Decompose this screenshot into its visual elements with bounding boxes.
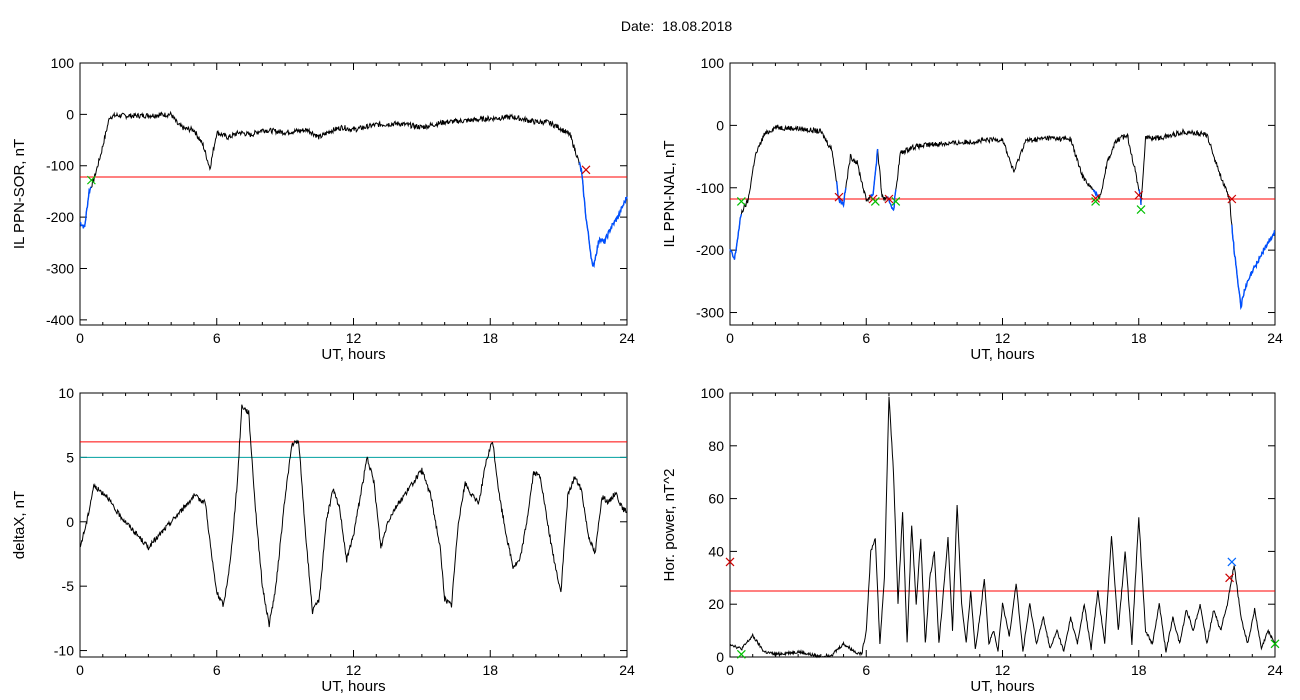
y-tick-label: 60 <box>708 491 724 507</box>
marker-red <box>1227 194 1237 204</box>
x-tick-label: 0 <box>76 330 84 346</box>
marker-green <box>1091 197 1101 206</box>
chart-panel-3: 0 6 12 18 24 -10 -5 0 5 10 UT, hours deltaX, nT <box>11 385 635 695</box>
marker-green <box>891 197 901 206</box>
y-tick-label: 0 <box>716 649 724 665</box>
x-axis-label: UT, hours <box>321 678 385 695</box>
series-line <box>79 110 628 268</box>
y-axis-label: deltaX, nT <box>11 491 28 559</box>
x-tick-label: 6 <box>862 330 870 346</box>
marker-red <box>725 557 735 567</box>
x-axis-label: UT, hours <box>321 346 385 363</box>
marker-red <box>1225 573 1235 583</box>
plot-frame <box>729 62 1276 326</box>
x-tick-label: 0 <box>76 662 84 678</box>
x-tick-label: 12 <box>346 662 362 678</box>
x-axis-label: UT, hours <box>970 346 1034 363</box>
series-line <box>729 124 1276 310</box>
highlight-segment <box>1092 189 1099 198</box>
x-tick-label: 18 <box>482 330 498 346</box>
x-tick-label: 18 <box>482 662 498 678</box>
x-tick-label: 6 <box>213 330 221 346</box>
x-tick-label: 6 <box>862 662 870 678</box>
plot-frame <box>79 62 628 326</box>
x-tick-label: 0 <box>726 662 734 678</box>
highlight-segment <box>79 186 92 229</box>
y-tick-label: 100 <box>701 55 725 71</box>
y-tick-label: -200 <box>696 242 724 258</box>
highlight-segment <box>1138 189 1142 205</box>
marker-green <box>736 197 746 206</box>
series-line <box>79 404 628 628</box>
y-tick-label: -400 <box>46 312 74 328</box>
y-tick-label: -100 <box>696 180 724 196</box>
y-tick-label: 10 <box>58 385 74 401</box>
highlight-segment <box>870 148 879 198</box>
x-tick-label: 18 <box>1131 330 1147 346</box>
y-tick-label: 0 <box>66 106 74 122</box>
highlight-segment <box>729 214 743 260</box>
marker-green <box>86 175 96 185</box>
marker-red <box>834 192 844 202</box>
marker-green <box>736 649 746 659</box>
x-tick-label: 12 <box>346 330 362 346</box>
date-label: Date: <box>620 18 655 34</box>
x-tick-label: 6 <box>213 662 221 678</box>
y-tick-label: -10 <box>54 643 74 659</box>
plot-frame <box>729 392 1276 658</box>
y-axis-label: IL PPN-SOR, nT <box>11 139 28 249</box>
x-tick-label: 24 <box>619 330 635 346</box>
y-tick-label: 80 <box>708 438 724 454</box>
y-axis-label: Hor. power, nT^2 <box>661 469 678 582</box>
date-value: 18.08.2018 <box>662 18 733 34</box>
marker-red <box>884 194 894 204</box>
y-tick-label: 20 <box>708 596 724 612</box>
marker-green <box>870 197 880 206</box>
y-tick-label: -100 <box>46 158 74 174</box>
x-tick-label: 24 <box>1267 330 1283 346</box>
y-tick-label: -200 <box>46 209 74 225</box>
y-axis-label: IL PPN-NAL, nT <box>661 141 678 248</box>
x-tick-label: 0 <box>726 330 734 346</box>
x-axis-label: UT, hours <box>970 678 1034 695</box>
x-tick-label: 24 <box>619 662 635 678</box>
y-tick-label: 100 <box>701 385 725 401</box>
y-tick-label: 5 <box>66 449 74 465</box>
x-tick-label: 12 <box>995 330 1011 346</box>
marker-red <box>1134 190 1144 200</box>
highlight-segment <box>1231 224 1276 311</box>
chart-panel-4: 0 6 12 18 24 0 20 40 60 80 100 UT, hours Hor. power,… <box>661 385 1283 695</box>
marker-blue <box>1227 557 1237 567</box>
highlight-segment <box>578 161 628 269</box>
x-tick-label: 18 <box>1131 662 1147 678</box>
marker-green <box>1270 639 1280 649</box>
marker-green <box>1136 205 1146 215</box>
y-tick-label: 0 <box>716 117 724 133</box>
x-tick-label: 12 <box>995 662 1011 678</box>
marker-red <box>1091 193 1101 203</box>
y-tick-label: -300 <box>46 260 74 276</box>
y-tick-label: 0 <box>66 514 74 530</box>
chart-panel-1: 0 6 12 18 24 -400 -300 -200 -100 0 100 UT, hours IL … <box>11 55 635 363</box>
x-tick-label: 24 <box>1267 662 1283 678</box>
series-line <box>729 396 1276 659</box>
chart-panel-2: 0 6 12 18 24 -300 -200 -100 0 100 UT, hours IL PPN-… <box>661 55 1283 363</box>
y-tick-label: 100 <box>51 55 75 71</box>
y-tick-label: 40 <box>708 543 724 559</box>
marker-red <box>581 165 591 175</box>
y-tick-label: -5 <box>62 578 75 594</box>
date-title: Date: 18.08.2018 <box>0 18 1300 34</box>
y-tick-label: -300 <box>696 305 724 321</box>
plot-frame <box>79 392 628 658</box>
highlight-segment <box>836 181 847 209</box>
